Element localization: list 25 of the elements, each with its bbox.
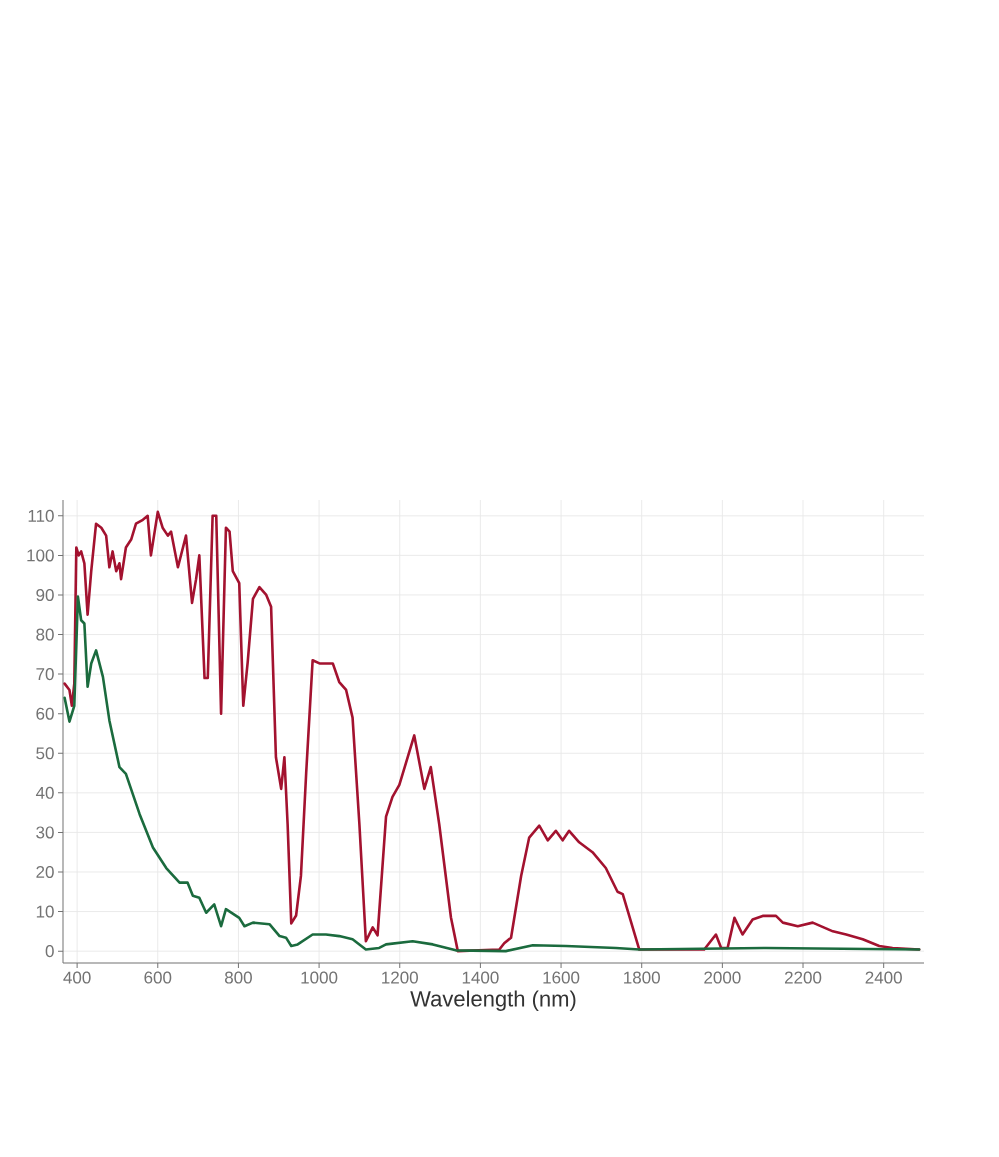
x-tick-label: 1200 <box>382 971 418 984</box>
y-tick-label: 90 <box>36 588 54 601</box>
x-tick-label: 2000 <box>704 971 741 984</box>
x-tick-label: 400 <box>63 971 91 984</box>
y-tick-label: 20 <box>36 865 54 879</box>
y-tick-label: 60 <box>36 707 54 720</box>
y-tick-label: 10 <box>36 905 54 918</box>
x-tick-label: 800 <box>224 971 252 984</box>
y-tick-label: 50 <box>36 747 54 760</box>
x-tick-label: 1400 <box>462 971 499 984</box>
y-tick-label: 70 <box>36 668 54 681</box>
x-tick-label: 2200 <box>784 971 822 984</box>
y-tick-label: 30 <box>36 826 54 839</box>
x-axis-title: Wavelength (nm) <box>410 990 576 1011</box>
x-tick-label: 1000 <box>301 971 338 984</box>
y-tick-label: 80 <box>36 628 54 641</box>
x-tick-label: 1800 <box>624 971 660 984</box>
y-tick-label: 110 <box>28 509 54 522</box>
y-tick-label: 40 <box>35 786 54 799</box>
line-series <box>63 595 921 953</box>
x-tick-label: 600 <box>144 971 172 984</box>
x-tick-label: 2400 <box>865 971 902 984</box>
y-tick-label: 0 <box>45 945 54 958</box>
y-tick-label: 100 <box>27 549 54 562</box>
x-tick-label: 1600 <box>543 971 580 984</box>
